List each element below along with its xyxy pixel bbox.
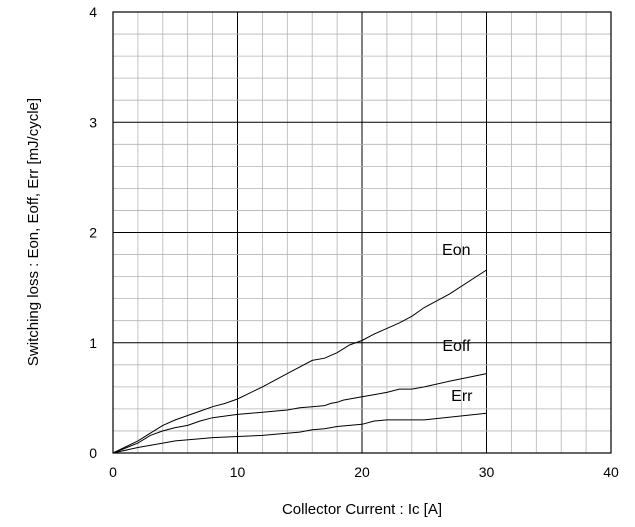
x-tick-label: 30 [479, 464, 495, 480]
series-label-eon: Eon [442, 242, 470, 259]
series-line-eon [112, 269, 487, 454]
y-tick-label: 0 [89, 445, 97, 461]
plot-frame [112, 11, 612, 454]
x-axis-label: Collector Current : Ic [A] [282, 501, 442, 518]
y-tick-label: 3 [89, 114, 97, 130]
y-tick-label: 4 [89, 4, 97, 20]
series-lines: Eon Eoff Err [112, 242, 487, 454]
tick-labels: 0 10 20 30 40 0 1 2 3 4 [89, 4, 619, 480]
x-tick-label: 0 [109, 464, 117, 480]
x-tick-label: 40 [603, 464, 619, 480]
series-label-eoff: Eoff [442, 338, 471, 355]
y-axis-label: Switching loss : Eon, Eoff, Err [mJ/cycl… [25, 98, 42, 366]
series-label-err: Err [451, 388, 473, 405]
series-line-eoff [112, 373, 487, 454]
x-tick-label: 20 [354, 464, 370, 480]
series-line-err [112, 412, 487, 454]
y-tick-label: 2 [89, 225, 97, 241]
x-tick-label: 10 [230, 464, 246, 480]
y-tick-label: 1 [89, 335, 97, 351]
grid [112, 11, 612, 454]
